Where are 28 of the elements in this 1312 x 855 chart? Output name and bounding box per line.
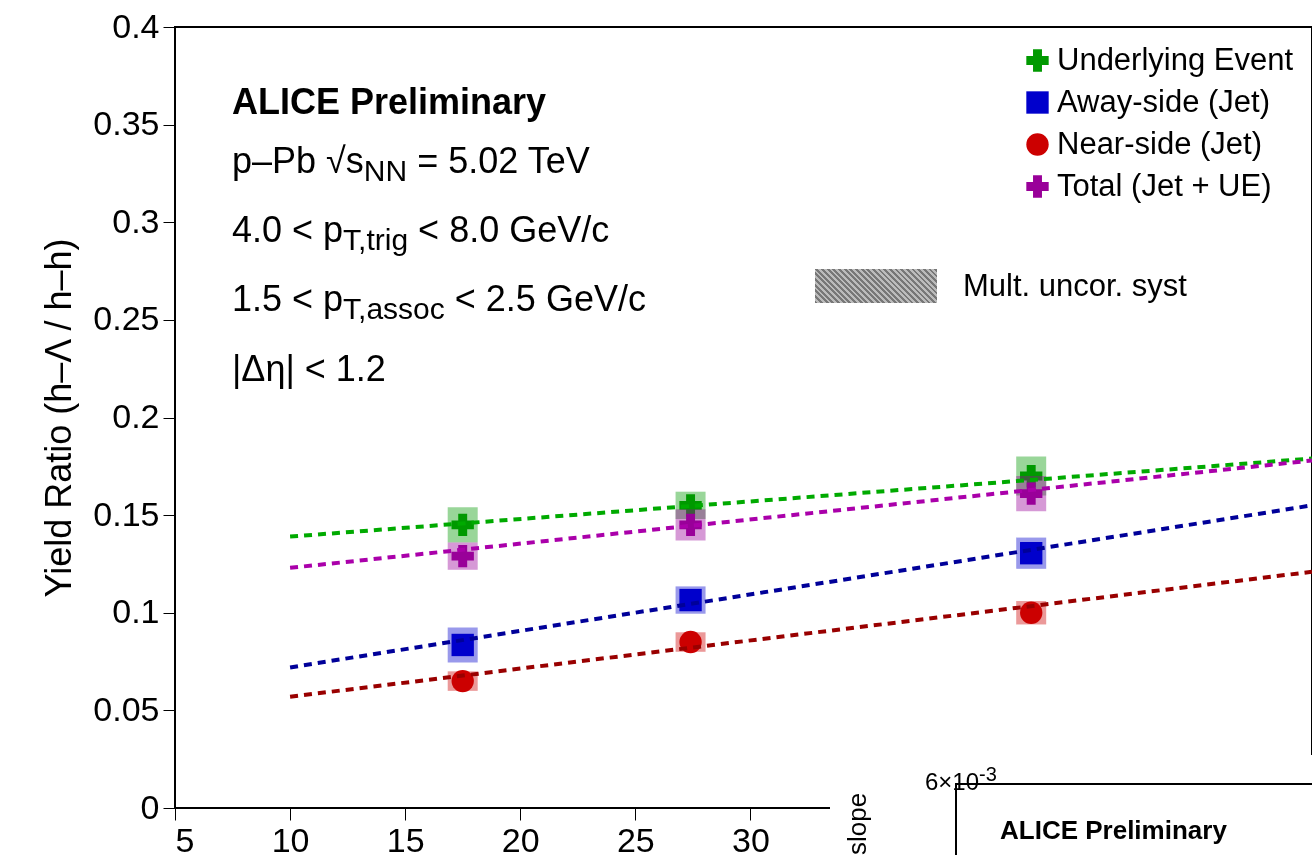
y-tick-label: 0.35	[93, 104, 160, 143]
text: ALICE Preliminary	[1000, 815, 1227, 846]
annotation: p–Pb √s$_{NN}$ = 5.02 TeV	[232, 139, 591, 190]
y-tick-label: 0.2	[112, 397, 160, 435]
legend-label: Near-side (Jet)	[1057, 125, 1262, 161]
x-tick-label: 5	[175, 820, 195, 855]
y-tick-label: 0.3	[112, 201, 160, 240]
annotation: 4.0 < p$_{T,trig}$ < 8.0 GeV/c	[232, 208, 611, 259]
x-tick-label: 20	[501, 820, 540, 855]
legend-label: Underlying Event	[1057, 41, 1294, 77]
y-tick-label: 0.4	[112, 6, 160, 45]
y-tick-label: 0.25	[93, 299, 160, 338]
x-tick-label: 30	[731, 820, 770, 855]
y-tick-label: 0.15	[93, 494, 160, 533]
annotation: Mult. uncor. syst	[963, 268, 1187, 304]
annotation: ALICE Preliminary	[232, 80, 548, 124]
x-tick-label: 25	[616, 820, 655, 855]
x-tick-label: 10	[271, 820, 310, 855]
y-tick-label: 0	[140, 787, 160, 826]
legend-label: Away-side (Jet)	[1057, 83, 1271, 119]
x-tick-label: 15	[386, 820, 425, 855]
annotation: 1.5 < p$_{T,assoc}$ < 2.5 GeV/c	[232, 277, 646, 328]
y-tick-label: 0.1	[112, 592, 160, 631]
y-tick-label: 0.05	[93, 689, 160, 728]
y-axis-title: Yield Ratio (h–Λ / h–h)	[38, 238, 80, 598]
text: slope	[842, 792, 873, 855]
legend-label: Total (Jet + UE)	[1057, 167, 1272, 203]
annotation: |Δη| < 1.2	[232, 346, 387, 391]
